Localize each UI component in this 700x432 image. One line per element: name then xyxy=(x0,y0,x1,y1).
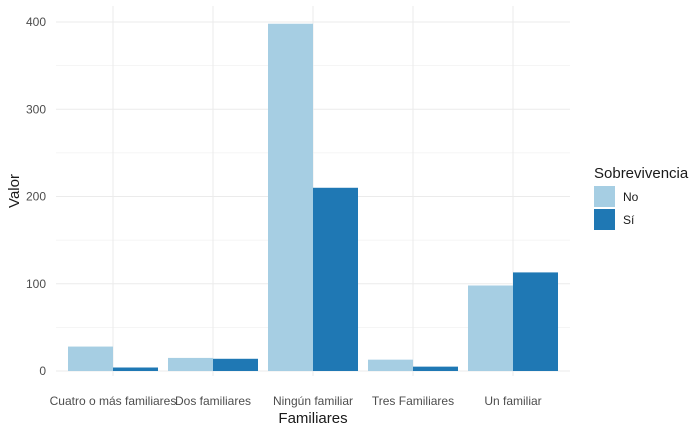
y-tick-label: 400 xyxy=(26,15,46,29)
legend-label: Sí xyxy=(623,213,635,227)
bar-no-0 xyxy=(68,346,113,371)
y-axis-title: Valor xyxy=(6,174,23,208)
legend-label: No xyxy=(623,190,639,204)
y-tick-label: 300 xyxy=(26,102,46,116)
x-tick-label: Dos familiares xyxy=(175,394,251,408)
x-tick-label: Cuatro o más familiares xyxy=(50,394,177,408)
bar-no-2 xyxy=(268,23,313,372)
x-axis-title: Familiares xyxy=(278,410,347,427)
x-tick-label: Tres Familiares xyxy=(372,394,454,408)
bars xyxy=(68,23,558,372)
legend-title: Sobrevivencia xyxy=(594,165,689,182)
y-tick-label: 0 xyxy=(39,364,46,378)
bar-no-4 xyxy=(468,285,513,371)
bar-no-1 xyxy=(168,357,213,371)
legend-key-no xyxy=(594,186,615,207)
y-tick-label: 100 xyxy=(26,277,46,291)
legend: Sobrevivencia No Sí xyxy=(594,165,689,230)
bar-si-4 xyxy=(513,272,558,371)
x-tick-label: Ningún familiar xyxy=(273,394,353,408)
bar-si-0 xyxy=(113,367,158,371)
bar-si-1 xyxy=(213,358,258,371)
bar-si-2 xyxy=(313,187,358,371)
y-axis: 0 100 200 300 400 xyxy=(26,15,46,378)
legend-key-si xyxy=(594,209,615,230)
bar-no-3 xyxy=(368,359,413,371)
x-tick-label: Un familiar xyxy=(484,394,541,408)
y-tick-label: 200 xyxy=(26,190,46,204)
bar-si-3 xyxy=(413,366,458,371)
